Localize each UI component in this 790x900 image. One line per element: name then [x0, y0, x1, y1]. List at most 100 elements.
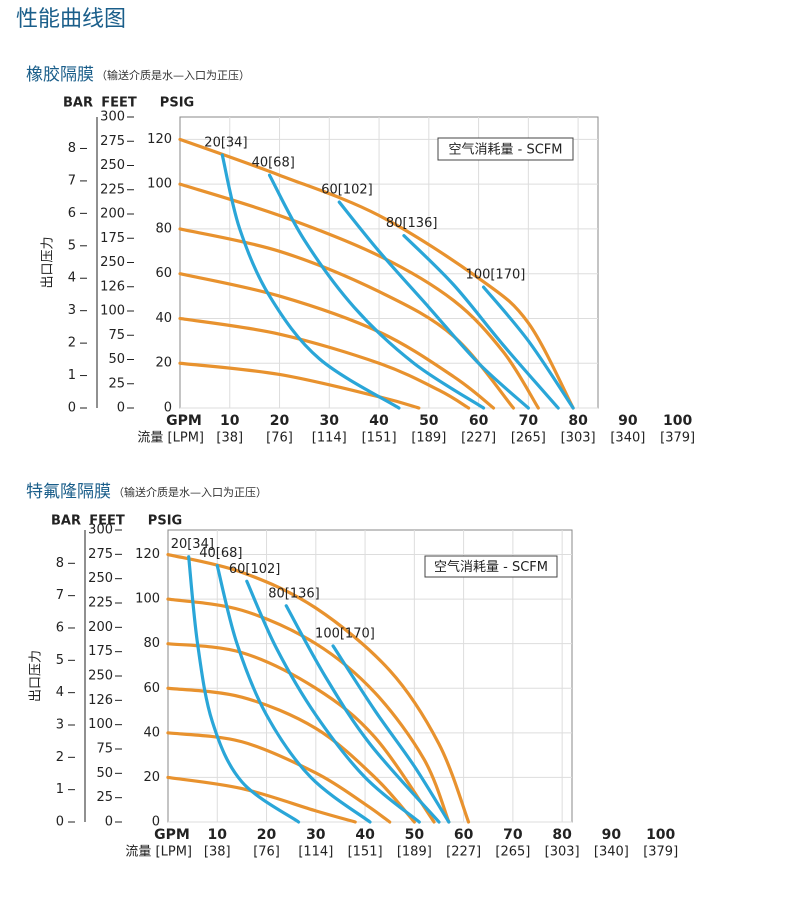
- x-tick-label: 60: [454, 827, 474, 843]
- bar-tick-label: 3: [56, 717, 64, 732]
- x-tick-label: 40: [355, 827, 375, 843]
- x-tick-label: 50: [405, 827, 425, 843]
- feet-tick-label: 250: [100, 255, 125, 270]
- bar-tick-label: 8: [56, 556, 64, 571]
- curve: [284, 604, 441, 824]
- feet-tick-label: 126: [88, 693, 113, 708]
- x2-tick-label: [189]: [397, 845, 432, 860]
- x-tick-label: 60: [469, 413, 489, 429]
- x-tick-label: 10: [220, 413, 240, 429]
- x-axis-label: GPM: [166, 413, 202, 429]
- psig-tick-label: 100: [135, 592, 160, 607]
- section-subtitle: （输送介质是水—入口为正压）: [96, 68, 250, 82]
- x2-tick-label: [227]: [446, 845, 481, 860]
- x2-tick-label: [227]: [461, 431, 496, 446]
- psig-tick-label: 80: [143, 636, 160, 651]
- bar-tick-label: 5: [68, 238, 76, 253]
- legend-box: [424, 555, 558, 578]
- feet-tick-label: 25: [96, 790, 113, 805]
- x2-tick-label: [340]: [610, 431, 645, 446]
- x-tick-label: 100: [663, 413, 692, 429]
- bar-tick-label: 8: [68, 141, 76, 156]
- curve: [402, 234, 560, 410]
- x-axis-label: GPM: [154, 827, 190, 843]
- axis-title: 出口压力: [29, 650, 44, 702]
- psig-tick-label: 20: [155, 356, 172, 371]
- psig-tick-label: 120: [135, 547, 160, 562]
- x2-tick-label: [114]: [312, 431, 347, 446]
- curve: [178, 316, 471, 410]
- x2-tick-label: [38]: [216, 431, 243, 446]
- bar-tick-label: 2: [68, 336, 76, 351]
- x-tick-label: 10: [208, 827, 228, 843]
- curve-label: 60[102]: [229, 562, 281, 577]
- bar-tick-label: 2: [56, 750, 64, 765]
- curve-label: 80[136]: [268, 586, 320, 601]
- curve: [166, 552, 471, 824]
- legend-title: 空气消耗量 - SCFM: [434, 559, 548, 575]
- curve-label: 20[34]: [204, 136, 247, 151]
- feet-tick-label: 100: [88, 717, 113, 732]
- curve: [481, 285, 575, 410]
- curve-label: 20[34]: [171, 537, 214, 552]
- feet-tick-label: 0: [105, 815, 113, 830]
- feet-tick-label: 50: [108, 352, 125, 367]
- curve: [215, 564, 372, 824]
- curve: [166, 686, 416, 824]
- curve: [178, 137, 575, 410]
- feet-tick-label: 175: [88, 644, 113, 659]
- psig-tick-label: 120: [147, 132, 172, 147]
- psig-tick-label: 80: [155, 221, 172, 236]
- legend-title: 空气消耗量 - SCFM: [449, 142, 563, 158]
- curve: [178, 272, 496, 410]
- feet-tick-label: 25: [108, 376, 125, 391]
- curve: [178, 361, 421, 410]
- curve-label: 40[68]: [199, 546, 242, 561]
- curve: [166, 775, 357, 824]
- x2-tick-label: [76]: [266, 431, 293, 446]
- x-tick-label: 70: [519, 413, 539, 429]
- psig-tick-label: 40: [143, 725, 160, 740]
- section-title: 橡胶隔膜: [26, 65, 94, 85]
- x2-tick-label: [340]: [594, 845, 629, 860]
- x-tick-label: 80: [568, 413, 588, 429]
- x-tick-label: 50: [419, 413, 439, 429]
- page-title: 性能曲线图: [16, 7, 126, 32]
- feet-tick-label: 250: [88, 571, 113, 586]
- x2-tick-label: [151]: [348, 845, 383, 860]
- curve: [337, 200, 530, 410]
- curve-label: 80[136]: [386, 216, 438, 231]
- x-tick-label: 90: [602, 827, 622, 843]
- feet-tick-label: 275: [100, 134, 125, 149]
- bar-tick-label: 6: [68, 206, 76, 221]
- curve: [166, 731, 392, 824]
- x2-axis-label: 流量 [LPM]: [137, 431, 204, 446]
- feet-tick-label: 75: [96, 742, 113, 757]
- psig-tick-label: 40: [155, 311, 172, 326]
- x2-tick-label: [189]: [411, 431, 446, 446]
- bar-tick-label: 0: [68, 401, 76, 416]
- x2-tick-label: [265]: [495, 845, 530, 860]
- x-tick-label: 30: [306, 827, 326, 843]
- feet-tick-label: 75: [108, 328, 125, 343]
- feet-tick-label: 225: [100, 182, 125, 197]
- feet-tick-label: 100: [100, 304, 125, 319]
- feet-tick-label: 126: [100, 279, 125, 294]
- psig-axis-label: PSIG: [148, 514, 182, 529]
- psig-tick-label: 60: [143, 681, 160, 696]
- feet-tick-label: 0: [117, 401, 125, 416]
- psig-tick-label: 0: [152, 815, 160, 830]
- psig-axis-label: PSIG: [160, 96, 194, 111]
- psig-tick-label: 20: [143, 770, 160, 785]
- bar-tick-label: 7: [68, 173, 76, 188]
- x2-tick-label: [76]: [253, 845, 280, 860]
- x-tick-label: 80: [552, 827, 572, 843]
- bar-tick-label: 6: [56, 620, 64, 635]
- feet-tick-label: 300: [100, 110, 125, 125]
- x-tick-label: 40: [369, 413, 389, 429]
- curve: [166, 642, 436, 824]
- curve: [178, 182, 540, 410]
- feet-tick-label: 175: [100, 231, 125, 246]
- x-tick-label: 70: [503, 827, 523, 843]
